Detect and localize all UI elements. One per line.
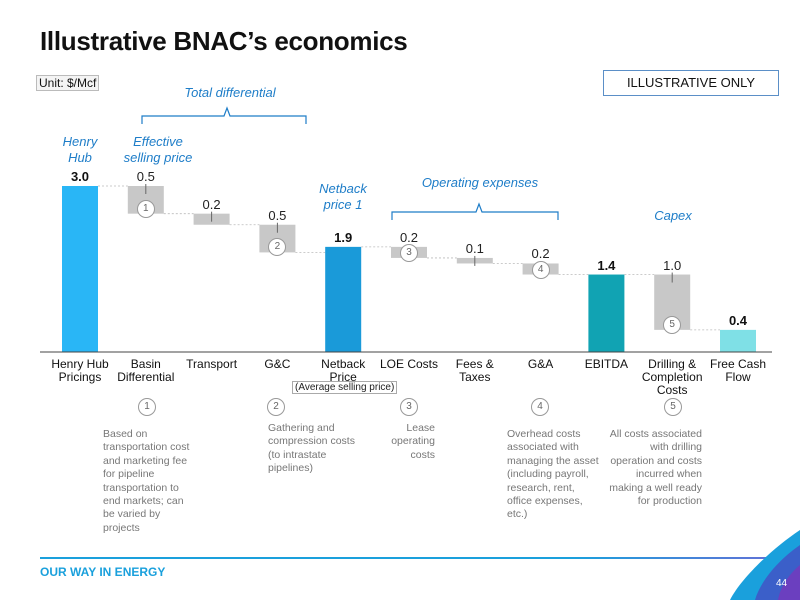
category-label: LOE Costs [379,357,439,371]
bar-henry-hub-pricings [62,186,98,352]
bar-transport [193,213,230,225]
capex-label: Capex [654,208,692,223]
footer-tagline: OUR WAY IN ENERGY [40,565,166,579]
value-label: 1.4 [597,257,616,273]
footnote-text: All costs associated with drilling opera… [609,428,702,508]
category-label: Basin Differential [117,357,175,384]
value-label: 0.2 [531,246,550,262]
footnote-badge: 5 [664,398,682,416]
category-label: Fees & Taxes [455,357,494,384]
footnote-text: Gathering and compression costs (to intr… [268,422,355,475]
bar-fees-taxes [456,257,493,264]
step-badge: 5 [663,315,682,334]
step-badge: 2 [268,238,287,257]
value-label: 1.0 [663,257,682,273]
average-selling-price-note: (Average selling price) [292,381,398,394]
value-label: 0.2 [399,229,419,245]
unit-label: Unit: $/Mcf [36,75,100,91]
bar-ebitda [588,274,625,352]
footer-wave-graphic [730,530,800,600]
bar-netback-price [325,246,362,352]
footnote-text: Overhead costs associated with managing … [507,428,599,521]
value-label: 0.4 [728,312,748,328]
footnote-badge: 3 [400,398,418,416]
category-label: Free Cash Flow [709,357,767,384]
value-label: 0.5 [136,169,155,184]
step-badge: 1 [136,199,155,218]
illustrative-badge: ILLUSTRATIVE ONLY [603,70,779,96]
value-label: 0.5 [268,207,287,223]
category-label: Henry Hub Pricings [51,357,109,384]
effective-selling-price-label: Effective selling price [123,134,193,165]
category-label: G&C [264,357,291,371]
category-label: Transport [186,357,238,371]
category-label: Drilling & Completion Costs [641,357,703,397]
footnote-badge: 1 [138,398,156,416]
footnote-badge: 2 [267,398,285,416]
bar-free-cash-flow [720,329,756,352]
footnote-text: Lease operating costs [391,422,435,461]
footnote-text: Based on transportation cost and marketi… [103,428,190,534]
footnote-badge: 4 [531,398,549,416]
value-label: 3.0 [70,169,90,184]
value-label: 1.9 [334,229,353,245]
page-title: Illustrative BNAC’s economics [40,26,408,56]
henry-hub-label: Henry Hub [62,134,98,165]
value-label: 0.1 [465,240,484,256]
brace-operating-expenses [391,202,559,220]
step-badge: 3 [400,243,418,262]
step-badge: 4 [531,260,550,279]
operating-expenses-label: Operating expenses [421,175,539,190]
brace-total-differential [141,106,307,124]
category-label: G&A [527,357,554,371]
footer-divider [40,557,800,559]
category-label: Netback Price [321,357,366,384]
value-label: 0.2 [202,196,221,212]
netback-price-label: Netback price 1 [319,181,367,212]
total-differential-label: Total differential [184,85,276,100]
page-number: 44 [776,578,788,589]
category-label: EBITDA [584,357,629,371]
